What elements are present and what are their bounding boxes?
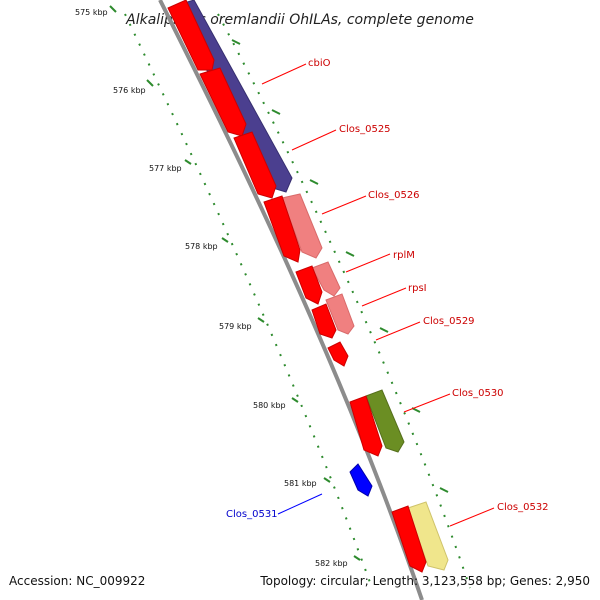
leader-Clos_0531 <box>277 493 323 515</box>
outer-major-tick-1 <box>231 39 241 45</box>
kbp-labels: 575 kbp 576 kbp 577 kbp 578 kbp 579 kbp … <box>75 8 348 568</box>
kbp-label-575: 575 kbp <box>75 8 108 17</box>
major-tick-577 <box>184 159 192 165</box>
leader-Clos_0530 <box>403 393 451 413</box>
kbp-label-577: 577 kbp <box>149 164 182 173</box>
kbp-label-582: 582 kbp <box>315 559 348 568</box>
leader-Clos_0532 <box>449 507 495 527</box>
cds-arrow-7[interactable] <box>327 341 349 367</box>
outer-major-tick-2 <box>271 109 281 115</box>
outer-major-tick-3 <box>309 179 319 185</box>
inner-cds-track <box>167 0 427 573</box>
gene-label-Clos_0529[interactable]: Clos_0529 <box>423 316 475 327</box>
leader-Clos_0526 <box>321 195 367 215</box>
kbp-label-581: 581 kbp <box>284 479 317 488</box>
leader-Clos_0529 <box>375 321 421 341</box>
cds-Clos_0531-block[interactable] <box>349 463 373 497</box>
accession-prefix: Accession: <box>9 574 73 588</box>
leader-lines <box>261 63 495 527</box>
kbp-label-576: 576 kbp <box>113 86 146 95</box>
cds-arrow-3[interactable] <box>233 131 277 199</box>
major-tick-580 <box>291 397 299 403</box>
cds-Clos_0530-block[interactable] <box>365 389 405 453</box>
cds-Clos_0526-block[interactable] <box>281 193 323 259</box>
leader-rplM <box>345 253 391 273</box>
inner-tick-ruler <box>109 5 373 589</box>
leader-rpsI <box>361 287 407 307</box>
gene-labels: cbiO Clos_0525 Clos_0526 rplM rpsI Clos_… <box>226 58 549 520</box>
major-tick-576 <box>146 79 154 87</box>
outer-major-tick-5 <box>379 327 389 333</box>
outer-major-tick-7 <box>439 487 449 493</box>
cds-arrow-6[interactable] <box>311 303 337 339</box>
kbp-label-578: 578 kbp <box>185 242 218 251</box>
genome-backbone <box>158 0 424 600</box>
genome-stats-footer: Topology: circular; Length: 3,123,558 bp… <box>260 574 590 588</box>
major-tick-582 <box>353 555 361 561</box>
cds-rpsI-block[interactable] <box>325 293 355 335</box>
gene-label-rpsI[interactable]: rpsI <box>408 283 427 294</box>
kbp-label-580: 580 kbp <box>253 401 286 410</box>
major-tick-579 <box>257 317 265 323</box>
cds-arrow-9[interactable] <box>391 505 427 573</box>
outer-major-tick-4 <box>345 251 355 257</box>
major-tick-578 <box>221 237 229 243</box>
genes-prefix: Genes: <box>509 574 552 588</box>
cds-arrow-2[interactable] <box>199 67 247 137</box>
cds-rplM-block[interactable] <box>311 261 341 297</box>
gene-label-cbiO[interactable]: cbiO <box>308 58 331 69</box>
gene-label-Clos_0532[interactable]: Clos_0532 <box>497 502 549 513</box>
gene-label-Clos_0525[interactable]: Clos_0525 <box>339 124 391 135</box>
cds-arrow-5[interactable] <box>295 265 323 305</box>
length-value: 3,123,558 bp <box>421 574 502 588</box>
cds-arrow-4[interactable] <box>263 195 301 263</box>
major-tick-581 <box>323 477 331 483</box>
map-title: Alkaliphilus oremlandii OhILAs, complete… <box>125 12 474 28</box>
leader-Clos_0525 <box>291 129 337 151</box>
cds-arrow-8[interactable] <box>349 395 383 457</box>
length-prefix: Length: <box>372 574 419 588</box>
gene-label-Clos_0526[interactable]: Clos_0526 <box>368 190 420 201</box>
kbp-label-579: 579 kbp <box>219 322 252 331</box>
topology-prefix: Topology: <box>260 574 317 588</box>
topology-value: circular <box>320 574 365 588</box>
gene-label-Clos_0530[interactable]: Clos_0530 <box>452 388 504 399</box>
accession-value: NC_009922 <box>76 574 146 588</box>
accession-footer: Accession: NC_009922 <box>9 574 145 588</box>
major-tick-575 <box>109 5 117 13</box>
outer-tick-ruler <box>217 13 471 589</box>
gene-label-Clos_0531[interactable]: Clos_0531 <box>226 509 278 520</box>
cds-arrow-1[interactable] <box>167 0 215 71</box>
gene-label-rplM[interactable]: rplM <box>393 250 415 261</box>
genes-value: 2,950 <box>555 574 590 588</box>
leader-cbiO <box>261 63 307 85</box>
